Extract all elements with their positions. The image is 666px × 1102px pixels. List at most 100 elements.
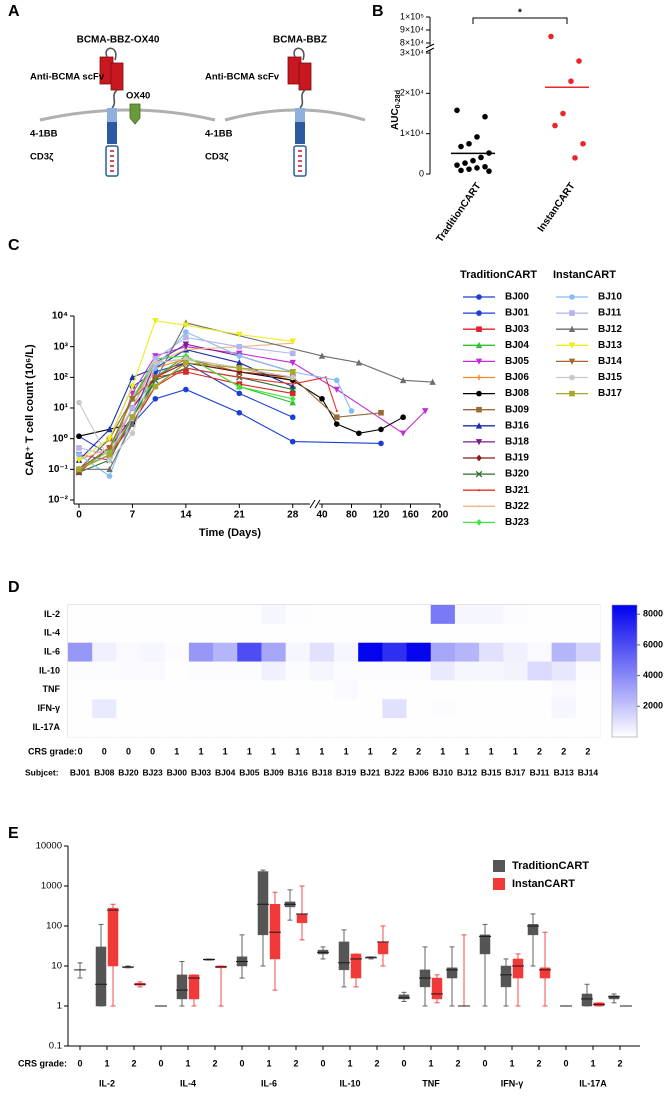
column-label: BJ12 [457, 767, 478, 777]
column-label: BJ06 [408, 767, 429, 777]
crs-grade-label: 1 [319, 746, 324, 756]
data-point [458, 143, 464, 150]
x-tick-label: TNF [422, 1078, 440, 1088]
heatmap-cell [92, 642, 117, 662]
crs-grade-label: 0 [102, 746, 107, 756]
box [296, 913, 308, 924]
marker [152, 374, 159, 381]
marker [333, 421, 340, 427]
significance-bracket [472, 17, 568, 24]
heatmap-cell [188, 642, 214, 662]
box [107, 907, 119, 967]
crs-grade-label: 0 [563, 1058, 568, 1068]
marker [291, 383, 294, 386]
box [512, 958, 524, 979]
marker [475, 358, 483, 365]
marker [289, 338, 296, 345]
heatmap-cell [334, 661, 359, 681]
heatmap-cell [164, 718, 190, 738]
column-label: BJ16 [288, 767, 309, 777]
crs-grade-label: 1 [464, 746, 469, 756]
heatmap-cell [213, 605, 238, 625]
series-line [79, 322, 433, 470]
marker [76, 433, 82, 440]
heatmap-cell [140, 699, 166, 719]
column-label: BJ10 [433, 767, 454, 777]
heatmap-cell [575, 642, 601, 662]
marker [106, 473, 113, 479]
marker [184, 367, 187, 370]
data-point [466, 166, 472, 172]
heatmap-cell [213, 699, 238, 719]
crs-grade-label: 2 [392, 746, 397, 756]
marker [378, 426, 384, 433]
marker [236, 365, 243, 371]
colorbar-tick-label: 2000 [643, 701, 663, 711]
column-row-title: Subjcet: [25, 767, 59, 777]
marker [129, 420, 136, 427]
heatmap-cell [527, 699, 552, 719]
marker [129, 405, 136, 411]
marker [106, 426, 113, 433]
marker [236, 390, 243, 397]
marker [76, 466, 82, 473]
heatmap-cell [188, 605, 214, 625]
y-tick-label: 1×10⁵ [400, 11, 424, 21]
heatmap-cell [140, 623, 166, 644]
heatmap-cell [334, 605, 359, 625]
row-label: IL-10 [39, 665, 60, 675]
legend-label: BJ20 [505, 469, 529, 480]
heatmap-cell [551, 661, 577, 681]
crs-grade-label: 2 [617, 1058, 622, 1068]
marker [569, 374, 575, 381]
heatmap-cell [334, 699, 359, 719]
crs-grade-label: 1 [247, 746, 252, 756]
heatmap-cell [382, 605, 407, 625]
heatmap-cell [382, 680, 407, 700]
marker [152, 383, 159, 390]
heatmap-cell [285, 642, 311, 662]
x-tick-label: 21 [234, 510, 246, 521]
heatmap-cell [116, 680, 141, 700]
legend-label: BJ05 [505, 356, 529, 367]
heatmap-cell [430, 605, 456, 625]
box [377, 941, 389, 955]
heatmap-cell [140, 661, 166, 681]
domain-label: Anti-BCMA scFv [30, 72, 105, 83]
y-tick-label: 1×10⁴ [400, 128, 424, 138]
heatmap-cell [309, 642, 335, 662]
heatmap-cell [309, 718, 335, 738]
heatmap-cell [140, 605, 166, 625]
marker [289, 390, 296, 397]
heatmap-cell [406, 699, 432, 719]
marker [476, 374, 482, 381]
crs-grade-label: 1 [266, 1058, 271, 1068]
crs-grade-label: 1 [347, 1058, 352, 1068]
heatmap-cell [527, 661, 552, 681]
marker [152, 359, 159, 366]
heatmap-cell [237, 661, 262, 681]
marker [183, 334, 189, 341]
marker [183, 359, 189, 366]
heatmap-cell [527, 623, 552, 644]
box [350, 953, 362, 979]
heatmap-cell [454, 661, 480, 681]
y-tick-label: 10000 [36, 841, 62, 852]
heatmap-cell [116, 718, 141, 738]
data-point [454, 107, 460, 114]
marker [129, 414, 136, 421]
marker [184, 348, 187, 351]
crs-grade-label: 2 [536, 1058, 541, 1068]
box [398, 994, 410, 1000]
heatmap-cell [68, 699, 93, 719]
axis-break [425, 43, 435, 53]
column-label: BJ18 [312, 767, 333, 777]
y-tick-label: 10¹ [54, 403, 69, 414]
heatmap-cell [575, 661, 601, 681]
marker [355, 359, 363, 366]
x-tick-label: 120 [373, 510, 390, 521]
panel-letter: E [8, 825, 19, 842]
heatmap-cell [551, 699, 577, 719]
